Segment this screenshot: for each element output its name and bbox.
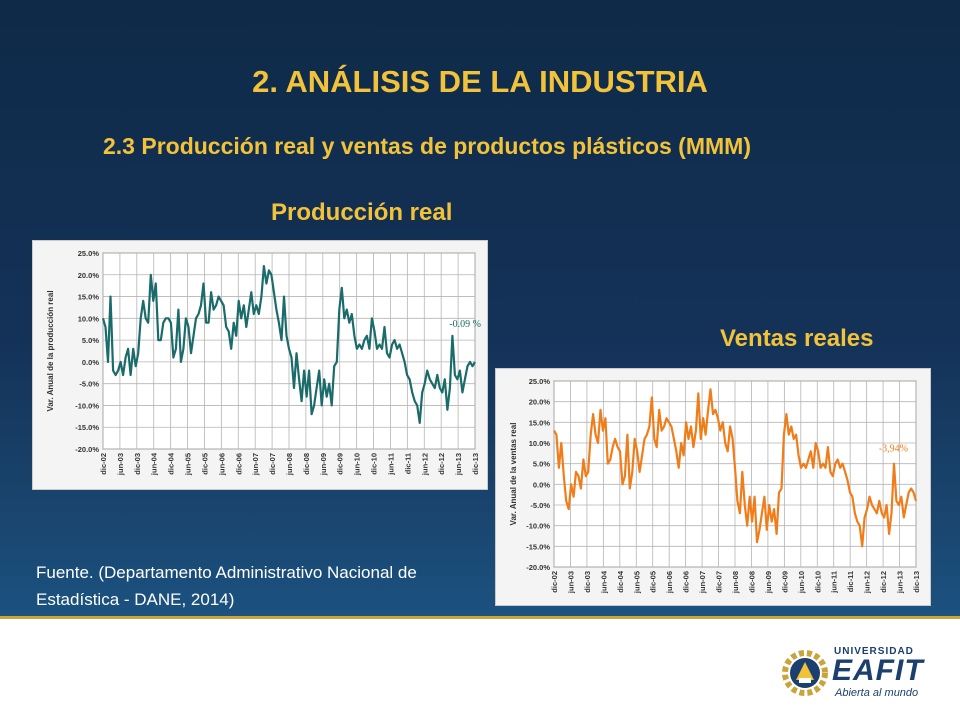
x-tick-label: dic-06: [682, 571, 691, 593]
x-tick-label: jun-12: [863, 571, 872, 594]
x-tick-label: dic-12: [437, 453, 446, 475]
production-chart-svg: 25.0% 20.0% 15.0% 10.0% 5.0% 0.0% -5.0% -10.0% -…: [46, 249, 481, 476]
logo-tagline: Abierta al mundo: [835, 687, 919, 699]
y-tick-label: 20.0%: [529, 398, 551, 407]
annotation-label: -0.09 %: [449, 319, 481, 330]
x-tick-label: dic-02: [550, 571, 559, 593]
x-tick-label: jun-05: [184, 453, 193, 476]
y-tick-label: 0.0%: [82, 358, 99, 367]
x-tick-label: dic-10: [370, 453, 379, 475]
x-tick-label: dic-07: [715, 571, 724, 593]
x-tick-label: dic-09: [336, 453, 345, 475]
series-line: [101, 265, 476, 424]
x-tick-label: jun-12: [420, 453, 429, 476]
y-tick-label: 10.0%: [529, 439, 551, 448]
y-tick-label: -20.0%: [75, 445, 99, 454]
y-tick-label: 20.0%: [78, 271, 100, 280]
x-tick-label: dic-05: [649, 571, 658, 593]
y-axis-label: Var. Anual de la ventas real: [509, 423, 518, 526]
source-note: Fuente. (Departamento Administrativo Nac…: [36, 563, 417, 609]
y-tick-label: -15.0%: [75, 423, 99, 432]
x-tick-label: jun-09: [764, 571, 773, 594]
x-tick-label: jun-09: [319, 453, 328, 476]
x-tick-label: jun-07: [698, 571, 707, 594]
y-tick-label: 5.0%: [533, 460, 550, 469]
y-tick-label: 0.0%: [533, 480, 550, 489]
x-tick-label: jun-04: [599, 570, 608, 594]
x-tick-label: dic-04: [167, 452, 176, 475]
x-tick-label: dic-03: [133, 453, 142, 475]
production-chart-heading: Producción real: [271, 199, 453, 226]
x-tick-label: dic-10: [813, 571, 822, 593]
x-tick-label: dic-05: [200, 453, 209, 475]
x-tick-label: jun-11: [830, 571, 839, 594]
x-tick-label: jun-10: [353, 453, 362, 476]
y-axis-label: Var. Anual de la producción real: [46, 290, 55, 411]
y-tick-label: -5.0%: [530, 501, 550, 510]
y-tick-label: 5.0%: [82, 336, 99, 345]
x-tick-label: jun-13: [454, 453, 463, 476]
x-tick-label: dic-07: [268, 453, 277, 475]
x-tick-label: jun-04: [150, 452, 159, 476]
x-tick-label: jun-10: [797, 571, 806, 594]
x-tick-label: dic-13: [912, 571, 921, 593]
x-tick-label: jun-13: [896, 571, 905, 594]
x-tick-label: jun-08: [285, 453, 294, 476]
x-tick-label: dic-04: [616, 570, 625, 593]
production-chart: 25.0% 20.0% 15.0% 10.0% 5.0% 0.0% -5.0% -10.0% -…: [32, 240, 488, 490]
eafit-gear-emblem-icon: [782, 650, 828, 696]
x-tick-label: dic-06: [234, 453, 243, 475]
slide-title: 2. ANÁLISIS DE LA INDUSTRIA: [252, 64, 708, 99]
x-tick-label: dic-11: [403, 453, 412, 474]
y-tick-label: -10.0%: [526, 522, 550, 531]
eafit-logo: UNIVERSIDAD EAFIT Abierta al mundo: [780, 640, 940, 706]
y-tick-label: -5.0%: [79, 380, 99, 389]
x-tick-label: jun-07: [251, 453, 260, 476]
annotation-label: -3,94%: [879, 443, 908, 454]
x-tick-label: dic-08: [747, 571, 756, 593]
x-tick-label: dic-11: [846, 571, 855, 592]
x-tick-label: dic-03: [583, 571, 592, 593]
x-tick-label: jun-03: [116, 453, 125, 476]
x-tick-label: jun-06: [217, 453, 226, 476]
series-line: [553, 388, 918, 548]
x-tick-label: dic-02: [99, 453, 108, 475]
x-tick-label: dic-13: [471, 453, 480, 475]
logo-name-text: EAFIT: [832, 654, 924, 687]
x-tick-label: dic-09: [780, 571, 789, 593]
y-tick-label: -15.0%: [526, 542, 550, 551]
y-tick-label: 25.0%: [529, 377, 551, 386]
x-tick-label: jun-05: [632, 571, 641, 594]
y-tick-label: -20.0%: [526, 563, 550, 572]
sales-chart: 25.0% 20.0% 15.0% 10.0% 5.0% 0.0% -5.0% -10.0% -…: [495, 368, 931, 606]
x-tick-label: jun-08: [731, 571, 740, 594]
y-tick-label: -10.0%: [75, 401, 99, 410]
y-tick-label: 10.0%: [78, 314, 100, 323]
y-tick-label: 25.0%: [78, 249, 100, 258]
x-tick-label: dic-08: [302, 453, 311, 475]
logo-university-text: UNIVERSIDAD: [834, 646, 914, 657]
y-tick-label: 15.0%: [529, 418, 551, 427]
x-tick-label: dic-12: [879, 571, 888, 593]
slide-subtitle: 2.3 Producción real y ventas de producto…: [103, 133, 751, 159]
sales-chart-heading: Ventas reales: [720, 325, 874, 352]
accent-line: [0, 616, 960, 619]
y-tick-label: 15.0%: [78, 293, 100, 302]
x-tick-label: jun-11: [386, 453, 395, 476]
x-tick-label: jun-03: [566, 571, 575, 594]
x-tick-label: jun-06: [665, 571, 674, 594]
sales-chart-svg: 25.0% 20.0% 15.0% 10.0% 5.0% 0.0% -5.0% -10.0% -…: [509, 377, 921, 594]
